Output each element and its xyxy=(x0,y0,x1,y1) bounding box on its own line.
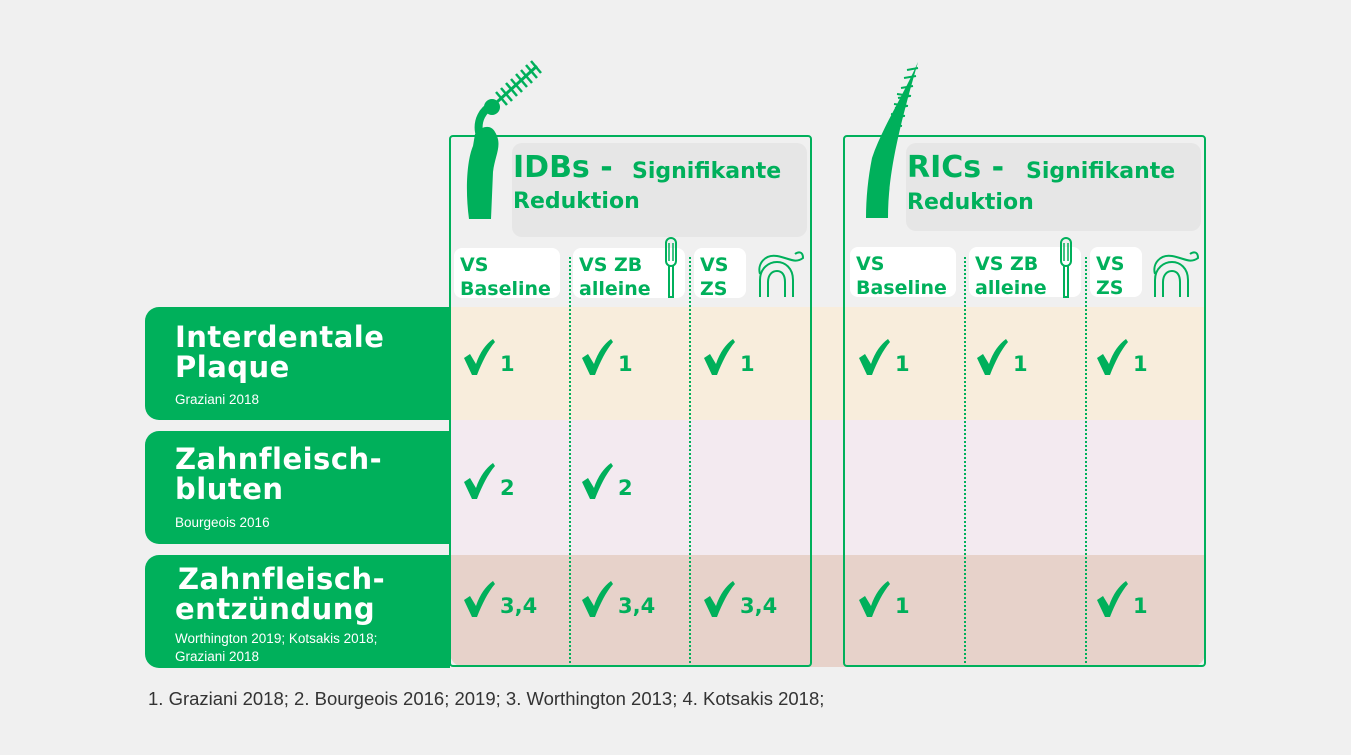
column-header-line1: VS ZB xyxy=(975,253,1039,275)
row-reference-line1: Worthington 2019; Kotsakis 2018; xyxy=(175,631,378,646)
checkmark-icon xyxy=(462,462,496,505)
toothbrush-icon xyxy=(665,237,677,298)
reference-number: 1 xyxy=(895,593,910,618)
reference-number: 2 xyxy=(618,475,633,500)
column-divider xyxy=(964,257,966,667)
result-cell: 1 xyxy=(857,338,910,381)
interdental-brush-icon xyxy=(466,60,542,219)
dental-floss-icon xyxy=(1153,251,1200,297)
row-band-bleeding xyxy=(450,420,1205,555)
checkmark-icon xyxy=(580,338,614,381)
reference-number: 2 xyxy=(500,475,515,500)
row-title-line2: entzündung xyxy=(175,592,376,626)
row-reference-line2: Graziani 2018 xyxy=(175,649,260,664)
result-cell: 2 xyxy=(462,462,515,505)
checkmark-icon xyxy=(1095,338,1129,381)
idb-header-box xyxy=(512,143,807,237)
result-cell: 2 xyxy=(580,462,633,505)
column-divider xyxy=(569,257,571,667)
checkmark-icon xyxy=(975,338,1009,381)
checkmark-icon xyxy=(702,338,736,381)
checkmark-icon xyxy=(1095,580,1129,623)
row-title-line2: Plaque xyxy=(175,350,290,384)
row-band-inflammation xyxy=(450,555,1205,667)
column-header-line1: VS ZB xyxy=(579,254,643,276)
idb-label-line2: Reduktion xyxy=(513,189,640,214)
column-header-idb-baseline: VS Baseline xyxy=(454,248,560,300)
column-header-ric-floss: VS ZS xyxy=(1090,247,1142,299)
result-cell: 1 xyxy=(975,338,1028,381)
column-header-line2: Baseline xyxy=(856,277,947,299)
reference-number: 3,4 xyxy=(500,593,538,618)
ric-label-line1: Signifikante xyxy=(1026,159,1176,184)
idb-title: IDBs - xyxy=(513,150,613,185)
toothbrush-icon xyxy=(1060,237,1072,298)
result-cell: 1 xyxy=(1095,580,1148,623)
row-title-line2: bluten xyxy=(175,472,284,506)
ric-header-box xyxy=(906,143,1201,231)
row-band-plaque xyxy=(450,307,1205,420)
reference-number: 1 xyxy=(1133,593,1148,618)
column-header-ric-toothbrush: VS ZB alleine xyxy=(969,247,1081,299)
ric-panel xyxy=(843,135,1206,667)
result-cell: 3,4 xyxy=(580,580,655,623)
column-header-line2: ZS xyxy=(700,278,728,300)
idb-label-line1: Signifikante xyxy=(632,159,782,184)
row-reference: Bourgeois 2016 xyxy=(175,515,270,530)
column-divider xyxy=(689,257,691,667)
result-cell: 1 xyxy=(702,338,755,381)
result-cell: 1 xyxy=(580,338,633,381)
dental-floss-icon xyxy=(758,251,805,297)
column-header-line1: VS xyxy=(460,254,489,276)
checkmark-icon xyxy=(462,580,496,623)
column-header-line1: VS xyxy=(1096,253,1125,275)
checkmark-icon xyxy=(462,338,496,381)
footnote: 1. Graziani 2018; 2. Bourgeois 2016; 201… xyxy=(148,688,825,709)
reference-number: 1 xyxy=(500,351,515,376)
checkmark-icon xyxy=(857,338,891,381)
row-title-line1: Interdentale xyxy=(175,320,385,354)
column-header-line2: alleine xyxy=(975,277,1047,299)
ric-title: RICs - xyxy=(907,150,1005,185)
column-header-ric-baseline: VS Baseline xyxy=(850,247,956,299)
checkmark-icon xyxy=(857,580,891,623)
row-label-plaque: Interdentale Plaque Graziani 2018 xyxy=(145,307,450,420)
result-cell: 1 xyxy=(857,580,910,623)
idb-panel xyxy=(449,135,812,667)
reference-number: 1 xyxy=(1133,351,1148,376)
result-cell: 3,4 xyxy=(702,580,777,623)
reference-number: 1 xyxy=(1013,351,1028,376)
reference-number: 1 xyxy=(618,351,633,376)
row-label-inflammation: Zahnfleisch- entzündung Worthington 2019… xyxy=(145,555,450,668)
column-header-line1: VS xyxy=(856,253,885,275)
checkmark-icon xyxy=(580,580,614,623)
column-header-line2: Baseline xyxy=(460,278,551,300)
column-divider xyxy=(1085,257,1087,667)
reference-number: 1 xyxy=(895,351,910,376)
result-cell: 1 xyxy=(1095,338,1148,381)
rubber-interdental-cleaner-icon xyxy=(866,62,919,218)
row-reference: Graziani 2018 xyxy=(175,392,260,407)
result-cell: 1 xyxy=(462,338,515,381)
reference-number: 1 xyxy=(740,351,755,376)
reference-number: 3,4 xyxy=(618,593,656,618)
checkmark-icon xyxy=(702,580,736,623)
row-title-line1: Zahnfleisch- xyxy=(175,442,383,476)
column-header-line1: VS xyxy=(700,254,729,276)
column-header-idb-floss: VS ZS xyxy=(694,248,746,300)
column-header-line2: ZS xyxy=(1096,277,1124,299)
row-title-line1: Zahnfleisch- xyxy=(178,562,386,596)
result-cell: 3,4 xyxy=(462,580,537,623)
reference-number: 3,4 xyxy=(740,593,778,618)
ric-label-line2: Reduktion xyxy=(907,190,1034,215)
column-header-line2: alleine xyxy=(579,278,651,300)
row-label-bleeding: Zahnfleisch- bluten Bourgeois 2016 xyxy=(145,431,450,544)
checkmark-icon xyxy=(580,462,614,505)
